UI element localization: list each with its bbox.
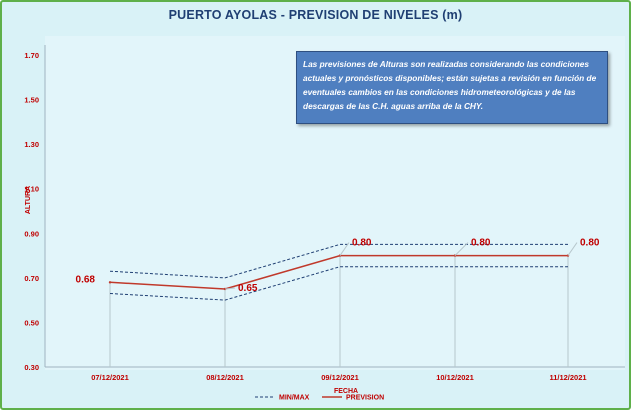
forecast-note: Las previsiones de Alturas son realizada… — [296, 51, 608, 124]
legend-label-minmax: MIN/MAX — [279, 395, 310, 402]
min-series-line — [109, 266, 568, 301]
x-tick-label: 10/12/2021 — [436, 373, 474, 382]
y-tick-label: 0.90 — [24, 229, 39, 238]
x-tick-label: 09/12/2021 — [321, 373, 359, 382]
y-tick-label: 0.50 — [24, 318, 39, 327]
prevision-point — [108, 281, 112, 284]
x-tick-label: 08/12/2021 — [206, 373, 244, 382]
y-tick-label: 1.70 — [24, 51, 39, 60]
data-label: 0.68 — [76, 274, 96, 285]
y-tick-label: 1.10 — [24, 185, 39, 194]
data-label-leader — [567, 242, 578, 256]
legend-label-prevision: PREVISION — [346, 395, 384, 402]
y-tick-label: 0.30 — [24, 363, 39, 372]
y-tick-label: 1.30 — [24, 140, 39, 149]
y-tick-label: 0.70 — [24, 274, 39, 283]
data-label: 0.80 — [352, 238, 372, 249]
y-tick-label: 1.50 — [24, 96, 39, 105]
prevision-series-line — [109, 254, 568, 290]
x-tick-label: 07/12/2021 — [91, 373, 129, 382]
data-label-leader — [454, 242, 469, 256]
data-label: 0.65 — [238, 283, 258, 294]
data-label-leader — [339, 242, 350, 256]
y-axis-title: ALTURA — [25, 186, 32, 214]
x-tick-label: 11/12/2021 — [549, 373, 586, 382]
data-label: 0.80 — [580, 238, 600, 249]
chart-title: PUERTO AYOLAS - PREVISION DE NIVELES (m) — [168, 8, 463, 22]
x-axis-title: FECHA — [334, 388, 358, 395]
data-label: 0.80 — [471, 238, 491, 249]
max-series-line — [109, 243, 568, 279]
data-label-leader — [224, 287, 236, 290]
